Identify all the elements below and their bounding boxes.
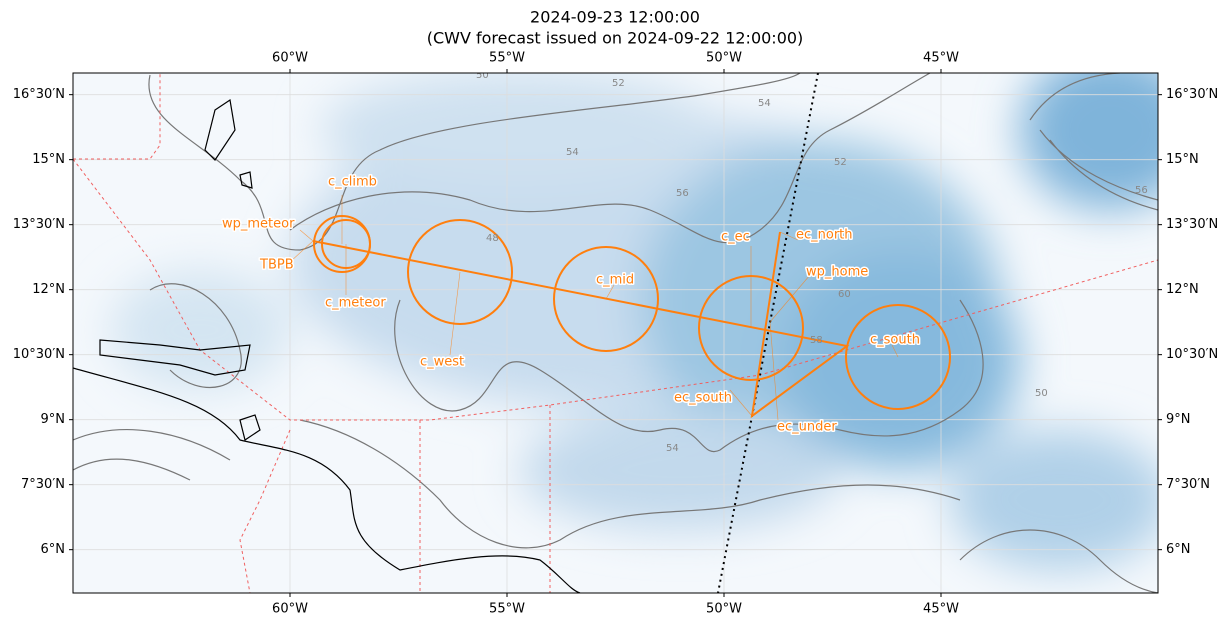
circle-mid <box>553 246 659 352</box>
waypoint-label: wp_home <box>806 265 868 280</box>
contour-label: 54 <box>566 147 579 158</box>
waypoint-label: wp_meteor <box>222 217 295 232</box>
x-tick-label: 50°W <box>706 51 742 66</box>
waypoint-label: TBPB <box>259 258 294 273</box>
y-tick-label: 13°30′N <box>1166 217 1218 232</box>
x-tick-label: 55°W <box>489 602 525 617</box>
flight-plan <box>289 195 951 421</box>
x-tick-label: 60°W <box>272 602 308 617</box>
y-tick-label: 6°N <box>41 542 66 557</box>
y-tick-label: 6°N <box>1166 542 1191 557</box>
coastlines <box>73 98 581 593</box>
contour-label: 56 <box>1135 185 1148 196</box>
contour-label: 60 <box>838 289 851 300</box>
contour-label: 56 <box>676 188 689 199</box>
y-tick-label: 15°N <box>1166 152 1199 167</box>
y-tick-label: 7°30′N <box>1166 477 1210 492</box>
waypoint-label: c_climb <box>328 175 377 190</box>
x-tick-label: 60°W <box>272 51 308 66</box>
y-tick-label: 10°30′N <box>13 347 65 362</box>
map-area: 50 52 54 54 56 48 52 60 58 50 56 54 c_cl… <box>73 70 1158 593</box>
contour-label: 54 <box>666 443 679 454</box>
x-tick-label: 55°W <box>489 51 525 66</box>
contour-label: 50 <box>476 70 489 81</box>
y-tick-label: 9°N <box>1166 412 1191 427</box>
y-tick-label: 16°30′N <box>1166 87 1218 102</box>
contour-label: 58 <box>810 335 823 346</box>
y-tick-label: 10°30′N <box>1166 347 1218 362</box>
waypoint-labels: c_climb wp_meteor TBPB c_meteor c_west c… <box>221 173 922 436</box>
flight-track <box>312 231 850 419</box>
y-tick-label: 13°30′N <box>13 217 65 232</box>
y-tick-label: 15°N <box>32 152 65 167</box>
borders <box>73 73 1158 593</box>
y-tick-label: 12°N <box>1166 282 1199 297</box>
y-tick-label: 7°30′N <box>21 477 65 492</box>
x-tick-label: 50°W <box>706 602 742 617</box>
circle-south <box>845 304 951 410</box>
contour-label: 48 <box>486 233 499 244</box>
waypoint-label: c_west <box>420 355 464 370</box>
cwv-field <box>110 73 1158 570</box>
waypoint-label: c_ec <box>721 230 750 245</box>
y-tick-label: 12°N <box>32 282 65 297</box>
waypoint-label: c_south <box>870 333 920 348</box>
circle-west <box>407 219 513 325</box>
waypoint-label: c_mid <box>596 273 634 288</box>
contours <box>73 73 1158 593</box>
contour-labels: 50 52 54 54 56 48 52 60 58 50 56 54 <box>476 70 1148 454</box>
subtitle: (CWV forecast issued on 2024-09-22 12:00… <box>427 29 804 48</box>
map-frame <box>72 72 1159 594</box>
waypoint-label: ec_south <box>674 391 732 406</box>
contour-label: 52 <box>612 78 625 89</box>
waypoint-label: ec_north <box>796 228 853 243</box>
contour-label: 54 <box>758 98 771 109</box>
contour-label: 52 <box>834 157 847 168</box>
orbit-track <box>717 73 819 593</box>
y-tick-label: 16°30′N <box>13 87 65 102</box>
y-tick-label: 9°N <box>41 412 66 427</box>
title: 2024-09-23 12:00:00 <box>530 8 700 27</box>
contour-label: 50 <box>1035 388 1048 399</box>
waypoint-label: ec_under <box>777 420 837 435</box>
x-tick-label: 45°W <box>923 51 959 66</box>
waypoint-label: c_meteor <box>325 296 386 311</box>
x-tick-label: 45°W <box>923 602 959 617</box>
